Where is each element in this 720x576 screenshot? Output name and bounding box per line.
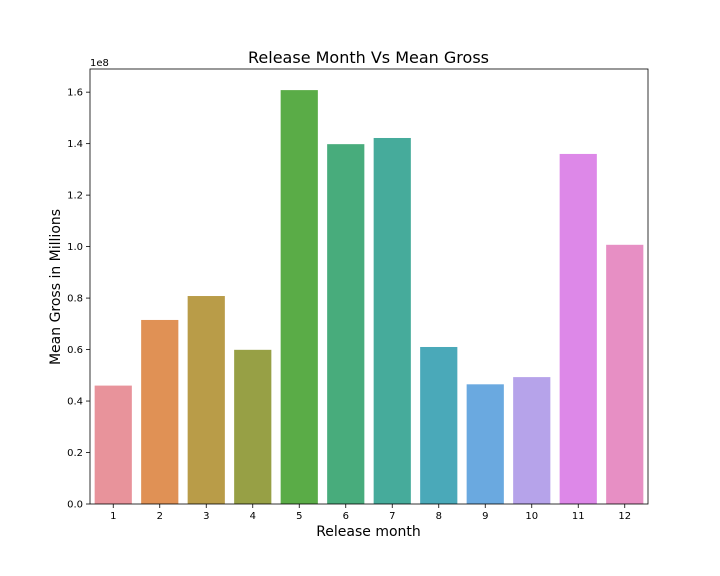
x-tick-label: 1 — [110, 511, 116, 522]
chart-title: Release Month Vs Mean Gross — [248, 48, 489, 67]
x-axis-ticks: 1 2 3 4 5 6 7 8 9 10 11 12 — [110, 504, 631, 522]
y-tick-label: 0.6 — [67, 345, 83, 356]
x-tick-label: 11 — [572, 511, 585, 522]
bar-month-9 — [466, 384, 504, 504]
x-tick-label: 2 — [157, 511, 163, 522]
bar-month-1 — [94, 385, 132, 504]
bar-month-12 — [606, 244, 644, 505]
y-axis-title: Mean Gross in Millions — [48, 209, 64, 365]
bar-month-3 — [187, 296, 225, 504]
bar-month-8 — [420, 346, 458, 504]
y-tick-label: 1.2 — [67, 191, 83, 202]
x-tick-label: 5 — [296, 511, 302, 522]
y-tick-label: 0.0 — [67, 500, 83, 511]
bar-month-10 — [513, 377, 551, 504]
bar-month-2 — [141, 319, 179, 504]
y-tick-label: 1.6 — [67, 88, 83, 99]
y-tick-label: 0.8 — [67, 294, 83, 305]
x-tick-label: 7 — [389, 511, 395, 522]
bar-month-11 — [559, 153, 597, 504]
x-tick-label: 9 — [482, 511, 488, 522]
x-tick-label: 4 — [250, 511, 256, 522]
x-tick-label: 10 — [525, 511, 538, 522]
x-tick-label: 3 — [203, 511, 209, 522]
x-tick-label: 6 — [343, 511, 349, 522]
x-axis-title: Release month — [316, 524, 421, 540]
bar-month-7 — [373, 137, 411, 505]
plot-frame — [89, 68, 649, 505]
bar-month-6 — [327, 144, 365, 504]
bar-month-5 — [280, 90, 318, 504]
y-axis-ticks: 0.0 0.2 0.4 0.6 0.8 1.0 1.2 1.4 1.6 — [67, 88, 90, 511]
y-tick-label: 0.2 — [67, 448, 83, 459]
bar-month-4 — [234, 349, 272, 504]
x-tick-label: 12 — [618, 511, 631, 522]
y-tick-label: 1.4 — [67, 139, 83, 150]
bars-group — [94, 90, 644, 505]
x-tick-label: 8 — [436, 511, 442, 522]
y-axis-offset-label: 1e8 — [90, 58, 109, 69]
y-tick-label: 1.0 — [67, 242, 83, 253]
y-tick-label: 0.4 — [67, 397, 83, 408]
